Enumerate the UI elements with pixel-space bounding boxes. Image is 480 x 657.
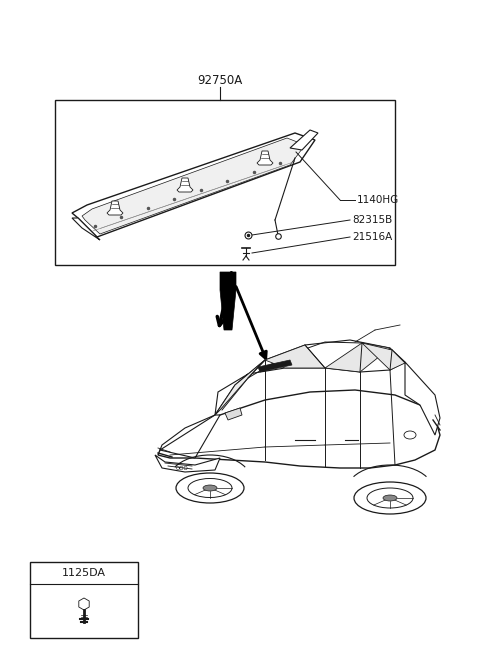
Ellipse shape bbox=[354, 482, 426, 514]
Polygon shape bbox=[215, 340, 405, 415]
Polygon shape bbox=[177, 178, 193, 192]
Ellipse shape bbox=[404, 431, 416, 439]
Text: OOO: OOO bbox=[176, 466, 188, 470]
Polygon shape bbox=[82, 138, 305, 234]
Text: 82315B: 82315B bbox=[352, 215, 392, 225]
Ellipse shape bbox=[367, 488, 413, 508]
Polygon shape bbox=[155, 455, 220, 472]
Ellipse shape bbox=[188, 478, 232, 497]
Polygon shape bbox=[405, 362, 440, 435]
Bar bbox=[30, 562, 138, 638]
Polygon shape bbox=[220, 272, 236, 330]
Polygon shape bbox=[258, 360, 292, 372]
Bar bbox=[55, 100, 395, 265]
Ellipse shape bbox=[203, 485, 217, 491]
Polygon shape bbox=[257, 151, 273, 165]
Polygon shape bbox=[362, 343, 405, 370]
Polygon shape bbox=[107, 201, 123, 215]
Polygon shape bbox=[290, 130, 318, 150]
Polygon shape bbox=[72, 218, 100, 240]
Polygon shape bbox=[215, 360, 265, 415]
Polygon shape bbox=[158, 390, 440, 468]
Text: 1140HG: 1140HG bbox=[357, 195, 399, 205]
Polygon shape bbox=[72, 133, 315, 237]
Text: 1125DA: 1125DA bbox=[62, 568, 106, 578]
Polygon shape bbox=[325, 343, 390, 372]
Text: 21516A: 21516A bbox=[352, 232, 392, 242]
Polygon shape bbox=[265, 345, 325, 368]
Ellipse shape bbox=[383, 495, 397, 501]
Polygon shape bbox=[160, 415, 220, 458]
Polygon shape bbox=[225, 408, 242, 420]
Text: 92750A: 92750A bbox=[197, 74, 242, 87]
Ellipse shape bbox=[176, 473, 244, 503]
